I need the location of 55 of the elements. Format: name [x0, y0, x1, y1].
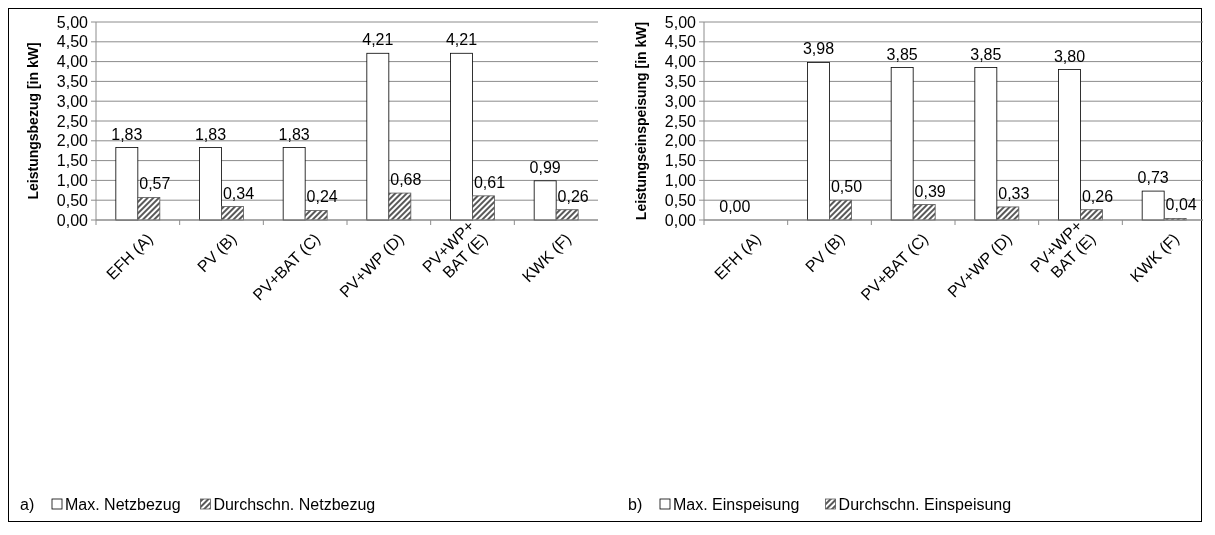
data-label: 0,39: [914, 182, 946, 200]
data-label: 0,26: [557, 187, 589, 205]
data-label: 3,85: [886, 45, 918, 63]
y-tick-label: 0,50: [664, 191, 697, 209]
data-label: 3,85: [970, 45, 1002, 63]
y-tick-label: 0,50: [56, 191, 89, 209]
y-tick-label: 1,00: [664, 172, 697, 189]
data-label: 0,68: [390, 171, 422, 189]
y-tick-label: 1,50: [56, 152, 89, 170]
data-label: 1,83: [194, 125, 227, 143]
y-tick-label: 1,00: [56, 172, 89, 189]
data-label: 0,33: [998, 184, 1030, 202]
data-label: 0,04: [1165, 196, 1197, 214]
y-tick-label: 0,00: [664, 211, 697, 229]
data-label: 0,57: [139, 175, 171, 193]
data-label: 4,21: [362, 31, 394, 49]
y-tick-label: 2,00: [664, 132, 697, 150]
y-tick-label: 0,00: [56, 211, 89, 229]
y-tick-label: 4,00: [664, 53, 697, 71]
data-label: 0,50: [830, 178, 863, 196]
y-tick-label: 1,50: [664, 152, 697, 170]
y-tick-label: 3,50: [56, 73, 89, 90]
data-label: 1,83: [111, 125, 143, 143]
legend-label: Durchschn. Netzbezug: [213, 495, 376, 513]
legend-label: Durchschn. Einspeisung: [838, 495, 1012, 513]
data-label: 4,21: [445, 31, 478, 49]
data-label: 0,26: [1081, 187, 1114, 205]
y-tick-label: 4,00: [56, 53, 89, 71]
data-label: 0,24: [306, 188, 338, 206]
y-tick-label: 4,50: [56, 33, 89, 51]
text: a): [20, 495, 35, 513]
data-label: 0,00: [719, 198, 751, 215]
legend-label: Max. Einspeisung: [673, 495, 800, 513]
y-tick-label: 4,50: [664, 33, 697, 51]
y-axis-title: Leistungseinspeisung [in kW]: [633, 21, 649, 221]
y-tick-label: 3,00: [664, 92, 697, 110]
data-label: 3,80: [1053, 47, 1086, 65]
y-tick-label: 2,50: [664, 112, 697, 130]
y-axis-title: Leistungsbezug [in kW]: [25, 42, 41, 200]
data-label: 0,61: [473, 173, 506, 191]
y-tick-label: 2,50: [56, 112, 89, 130]
x-tick-label: PV (B): [194, 230, 240, 276]
y-tick-label: 5,00: [664, 13, 697, 31]
y-tick-label: 3,50: [664, 73, 697, 90]
data-label: 0,73: [1137, 169, 1169, 187]
legend-label: Max. Netzbezug: [65, 495, 181, 513]
data-label: 1,83: [278, 125, 310, 143]
text: b): [628, 495, 643, 513]
y-tick-label: 5,00: [56, 13, 89, 31]
data-label: 0,99: [529, 158, 561, 176]
x-tick-label: PV (B): [802, 230, 848, 276]
y-tick-label: 3,00: [56, 92, 89, 110]
data-label: 0,34: [222, 184, 255, 202]
data-label: 3,98: [802, 40, 835, 58]
y-tick-label: 2,00: [56, 132, 89, 150]
